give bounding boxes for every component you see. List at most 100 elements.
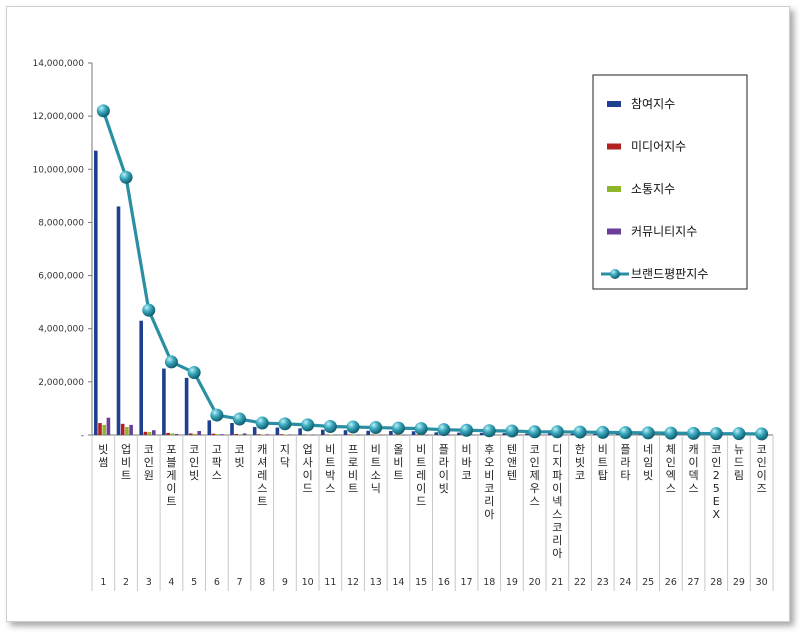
bar-커뮤니티지수 (265, 434, 270, 435)
bar-소통지수 (284, 434, 288, 435)
bar-커뮤니티지수 (356, 434, 360, 436)
legend-swatch-미디어지수 (607, 143, 621, 150)
line-point-브랜드평판지수 (301, 418, 315, 432)
bar-참여지수 (502, 433, 507, 435)
legend-label: 커뮤니티지수 (631, 225, 697, 239)
bar-소통지수 (352, 434, 356, 436)
bar-커뮤니티지수 (424, 434, 428, 436)
bar-참여지수 (139, 320, 143, 435)
bar-미디어지수 (279, 434, 284, 435)
bar-참여지수 (366, 430, 370, 435)
bar-참여지수 (94, 150, 98, 435)
bar-참여지수 (593, 433, 597, 435)
bar-커뮤니티지수 (310, 434, 315, 436)
bar-참여지수 (638, 433, 643, 435)
bar-커뮤니티지수 (333, 434, 338, 436)
bar-참여지수 (525, 433, 529, 435)
bar-소통지수 (193, 433, 197, 435)
bar-참여지수 (479, 432, 484, 435)
bar-참여지수 (207, 420, 212, 435)
line-point-브랜드평판지수 (460, 423, 474, 437)
bar-소통지수 (397, 434, 402, 436)
category-number: 26 (665, 577, 677, 588)
bar-참여지수 (434, 432, 439, 435)
bar-소통지수 (306, 434, 311, 436)
category-number: 24 (619, 577, 631, 588)
legend-label: 미디어지수 (631, 140, 686, 154)
category-number: 14 (392, 577, 404, 588)
bar-참여지수 (321, 429, 325, 435)
category-number: 20 (529, 577, 541, 588)
line-point-브랜드평판지수 (369, 421, 383, 435)
line-point-브랜드평판지수 (709, 427, 723, 441)
bar-커뮤니티지수 (152, 430, 156, 435)
bar-참여지수 (457, 432, 461, 435)
bar-커뮤니티지수 (220, 434, 224, 435)
chart-svg: - 2,000,000 4,000,000 6,000,000 8,000,000 10,… (32, 59, 774, 591)
line-point-브랜드평판지수 (687, 426, 701, 440)
bar-참여지수 (389, 431, 393, 435)
category-number: 13 (370, 577, 382, 588)
bar-미디어지수 (98, 423, 102, 435)
line-point-브랜드평판지수 (278, 417, 292, 431)
bar-참여지수 (298, 428, 302, 435)
legend-label: 소통지수 (631, 182, 675, 196)
bar-커뮤니티지수 (242, 433, 247, 435)
bar-참여지수 (116, 206, 121, 435)
category-number: 18 (483, 577, 495, 588)
bar-참여지수 (230, 423, 234, 435)
bar-참여지수 (548, 433, 552, 435)
legend-label: 참여지수 (631, 97, 675, 111)
bar-참여지수 (570, 433, 575, 435)
category-number: 28 (710, 577, 722, 588)
category-number: 12 (347, 577, 359, 588)
line-point-브랜드평판지수 (618, 426, 632, 440)
line-point-브랜드평판지수 (233, 412, 247, 426)
bar-참여지수 (343, 430, 348, 435)
y-tick-label: 10,000,000 (32, 165, 84, 175)
bar-소통지수 (102, 424, 106, 435)
line-point-브랜드평판지수 (96, 104, 110, 118)
category-number: 30 (756, 577, 768, 588)
bar-참여지수 (616, 433, 620, 435)
category-number: 19 (506, 577, 518, 588)
chart-frame: - 2,000,000 4,000,000 6,000,000 8,000,000 10,… (6, 6, 790, 622)
bar-미디어지수 (189, 433, 193, 435)
line-point-브랜드평판지수 (210, 408, 224, 422)
bar-미디어지수 (166, 432, 170, 435)
category-number: 16 (438, 577, 450, 588)
y-tick-label: 6,000,000 (38, 272, 84, 282)
y-tick-label: - (81, 431, 84, 441)
category-number: 22 (574, 577, 586, 588)
bar-미디어지수 (143, 431, 148, 435)
bar-미디어지수 (234, 433, 238, 435)
y-tick-label: 12,000,000 (32, 112, 84, 122)
legend-swatch-참여지수 (607, 101, 621, 107)
bar-소통지수 (215, 434, 220, 435)
category-number: 7 (237, 577, 243, 588)
line-point-브랜드평판지수 (323, 419, 337, 433)
category-number: 8 (259, 577, 265, 588)
bar-커뮤니티지수 (106, 417, 111, 435)
bar-소통지수 (238, 434, 243, 435)
line-point-브랜드평판지수 (437, 423, 451, 437)
bar-커뮤니티지수 (129, 424, 133, 435)
y-tick-label: 8,000,000 (38, 218, 84, 228)
bar-미디어지수 (416, 434, 420, 436)
category-number: 5 (191, 577, 197, 588)
category-number: 23 (597, 577, 609, 588)
bar-미디어지수 (211, 433, 216, 435)
